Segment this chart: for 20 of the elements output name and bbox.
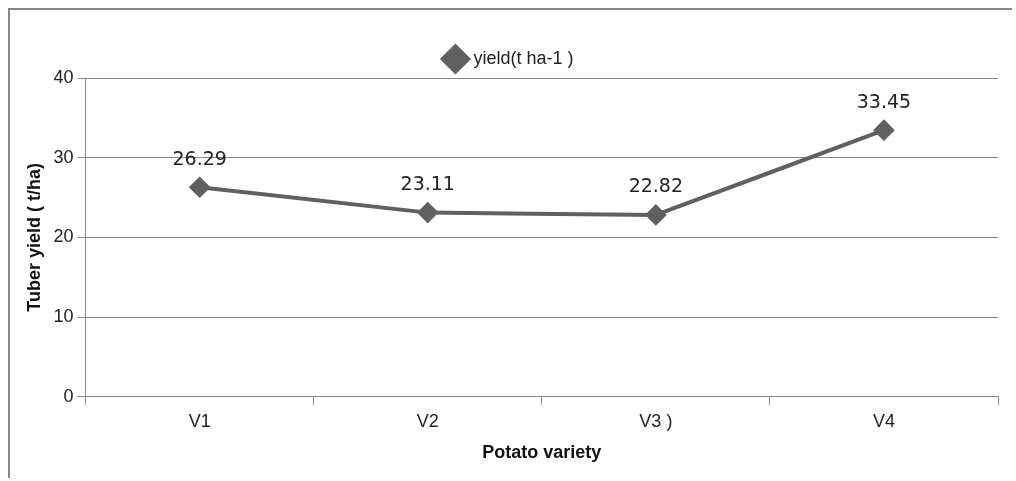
data-label: 26.29 (172, 146, 227, 169)
x-axis-title: Potato variety (482, 442, 602, 463)
x-tick-label: V2 (416, 410, 439, 431)
data-label: 23.11 (400, 172, 455, 195)
x-tick-label: V1 (188, 410, 211, 431)
y-axis-title: Tuber yield ( t/ha) (23, 163, 44, 312)
data-label: 22.82 (628, 174, 684, 197)
point (189, 177, 210, 198)
y-tick-label: 10 (53, 306, 74, 327)
y-tick-label: 0 (63, 385, 74, 406)
y-tick-label: 20 (53, 226, 74, 247)
x-tick-label: V4 (872, 410, 895, 431)
y-tick-label: 30 (53, 146, 74, 167)
y-tick-label: 40 (53, 66, 74, 87)
data-label: 33.45 (856, 89, 912, 112)
point (873, 120, 894, 141)
legend-label: yield(t ha-1 ) (473, 47, 574, 68)
x-tick-label: V3 ) (639, 410, 673, 431)
point (645, 204, 666, 225)
point (417, 202, 438, 223)
